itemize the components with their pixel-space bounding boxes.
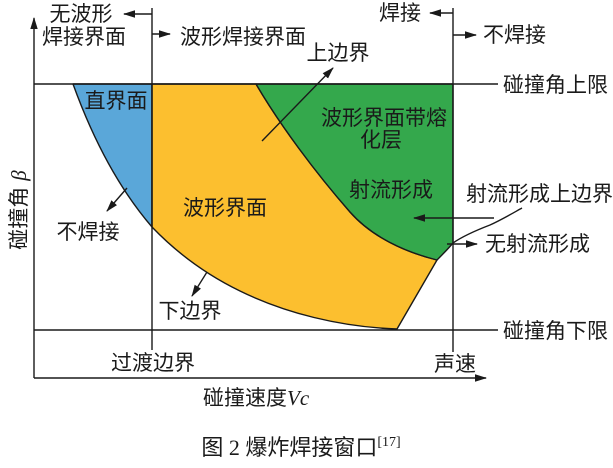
no-wavy-label-line2: 焊接界面 (42, 25, 126, 49)
upper-boundary-arrow (261, 67, 334, 142)
transition-boundary-label: 过渡边界 (111, 351, 195, 375)
lower-boundary-label: 下边界 (159, 299, 222, 323)
wavy-melted-label-line2: 化层 (360, 128, 402, 152)
wavy-melted-label-line1: 波形界面带熔 (321, 106, 447, 130)
figure-caption: 图 2 爆炸焊接窗口[17] (201, 435, 400, 460)
straight-interface-label: 直界面 (85, 89, 148, 113)
upper-angle-limit-label: 碰撞角上限 (503, 73, 608, 97)
lower-boundary-arrow (191, 271, 208, 297)
no-welding-left-arrow (106, 187, 128, 212)
upper-boundary-label: 上边界 (307, 41, 370, 65)
region-wavy-melted (255, 83, 454, 261)
x-axis-title: 碰撞速度Vc (203, 386, 310, 410)
no-welding-top-label: 不焊接 (483, 23, 546, 47)
no-wavy-label-line1: 无波形 (50, 2, 113, 26)
y-axis-title: 碰撞角β (7, 170, 31, 250)
jet-formation-label: 射流形成 (349, 178, 433, 202)
wavy-interface-label: 波形界面 (183, 196, 267, 220)
lower-angle-limit-label: 碰撞角下限 (503, 319, 608, 343)
wavy-weld-interface-label: 波形焊接界面 (180, 25, 306, 49)
welding-label: 焊接 (379, 1, 421, 25)
jet-upper-boundary-curve (452, 207, 523, 244)
no-jet-label: 无射流形成 (485, 232, 590, 256)
no-welding-left-label: 不焊接 (57, 220, 120, 244)
jet-upper-boundary-label: 射流形成上边界 (466, 182, 613, 206)
sound-speed-label: 声速 (434, 352, 476, 376)
